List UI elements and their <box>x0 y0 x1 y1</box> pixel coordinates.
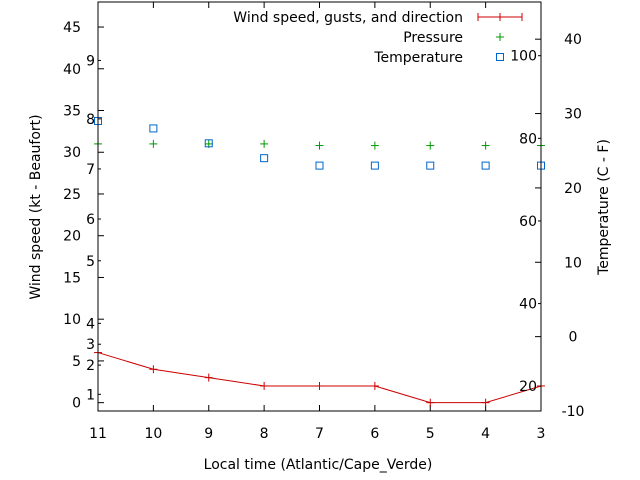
fahrenheit-label: 80 <box>519 131 537 147</box>
tick-labels: 11 10 9 8 7 6 5 4 3051015202530354045123456789-1… <box>63 20 584 442</box>
legend-marker-temperature <box>496 53 504 61</box>
x-tick-label: 9 <box>204 426 213 442</box>
x-tick-label: 3 <box>537 426 546 442</box>
plot-frame <box>97 1 542 412</box>
y-left-tick-label: 30 <box>63 145 81 161</box>
y-right-tick-label: 0 <box>569 330 578 346</box>
legend-temperature-square <box>496 53 504 61</box>
beaufort-label: 2 <box>86 358 95 374</box>
y-left-tick-label: 15 <box>63 270 81 286</box>
legend-label-wind: Wind speed, gusts, and direction <box>233 10 463 26</box>
legend-marker-wind <box>477 13 523 21</box>
legend-pressure-plus <box>496 33 504 41</box>
y-left-tick-label: 25 <box>63 187 81 203</box>
wind-point <box>315 381 324 390</box>
temperature-point <box>260 154 269 163</box>
x-tick-label: 4 <box>481 426 490 442</box>
legend-label-temperature: Temperature <box>373 50 463 66</box>
wind-point <box>149 365 158 374</box>
wind-point <box>260 381 269 390</box>
pressure-point <box>149 139 158 148</box>
legend-marker-pressure <box>496 33 504 41</box>
fahrenheit-label: 60 <box>519 214 537 230</box>
temperature-point <box>204 139 213 148</box>
fahrenheit-label: 20 <box>519 379 537 395</box>
temperature-point <box>149 124 158 133</box>
y-right-tick-label: 30 <box>564 107 582 123</box>
beaufort-label: 7 <box>86 162 95 178</box>
pressure-point <box>260 139 269 148</box>
y-left-tick-label: 45 <box>63 20 81 36</box>
temperature-point <box>315 161 324 170</box>
pressure-point <box>426 141 435 150</box>
fahrenheit-label: 40 <box>519 297 537 313</box>
x-axis-title: Local time (Atlantic/Cape_Verde) <box>204 457 433 473</box>
x-tick-label: 6 <box>370 426 379 442</box>
y-left-tick-label: 40 <box>63 62 81 78</box>
temperature-point <box>481 161 490 170</box>
beaufort-label: 4 <box>86 316 95 332</box>
wind-point <box>204 373 213 382</box>
y-right-tick-label: 10 <box>564 255 582 271</box>
legend: Wind speed, gusts, and direction Pressur… <box>233 10 523 66</box>
x-tick-label: 10 <box>144 426 162 442</box>
beaufort-label: 8 <box>86 112 95 128</box>
tick-marks <box>97 2 542 412</box>
y-axis-left-title: Wind speed (kt - Beaufort) <box>28 114 44 299</box>
wind-point <box>370 381 379 390</box>
pressure-point <box>481 141 490 150</box>
y-right-tick-label: 20 <box>564 181 582 197</box>
legend-wind-plus <box>496 13 504 21</box>
beaufort-label: 1 <box>86 387 95 403</box>
x-tick-label: 7 <box>315 426 324 442</box>
x-tick-label: 11 <box>89 426 107 442</box>
beaufort-label: 3 <box>86 337 95 353</box>
beaufort-label: 6 <box>86 212 95 228</box>
pressure-point <box>370 141 379 150</box>
temperature-point <box>426 161 435 170</box>
wind-point <box>481 398 490 407</box>
y-left-tick-label: 20 <box>63 229 81 245</box>
y-right-tick-label: -10 <box>562 404 585 420</box>
y-left-tick-label: 35 <box>63 104 81 120</box>
y-left-tick-label: 0 <box>72 396 81 412</box>
beaufort-label: 5 <box>86 254 95 270</box>
fahrenheit-label: 100 <box>510 49 537 65</box>
legend-label-pressure: Pressure <box>403 30 463 46</box>
x-tick-label: 8 <box>260 426 269 442</box>
y-right-tick-label: 40 <box>564 32 582 48</box>
y-left-tick-label: 5 <box>72 354 81 370</box>
y-left-tick-label: 10 <box>63 312 81 328</box>
temperature-point <box>370 161 379 170</box>
wind-point <box>426 398 435 407</box>
beaufort-label: 9 <box>86 53 95 69</box>
pressure-point <box>315 141 324 150</box>
y-axis-right-title: Temperature (C - F) <box>596 139 612 276</box>
x-tick-label: 5 <box>426 426 435 442</box>
